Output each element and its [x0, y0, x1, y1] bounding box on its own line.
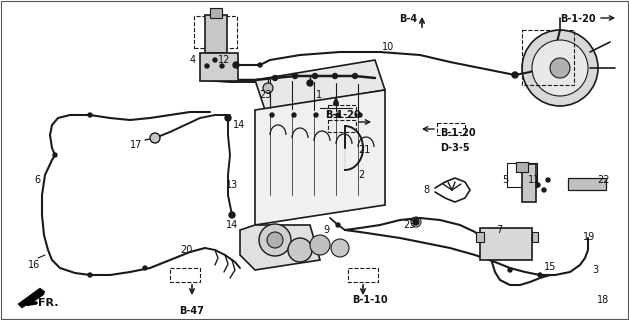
Bar [522, 30, 574, 85]
Text: 9: 9 [324, 225, 330, 235]
Text: 18: 18 [597, 295, 610, 305]
Text: 14: 14 [226, 220, 238, 230]
Text: 4: 4 [190, 55, 196, 65]
Circle shape [546, 178, 550, 182]
Circle shape [522, 30, 598, 106]
Circle shape [258, 63, 262, 67]
Text: 15: 15 [543, 262, 556, 272]
Bar [328, 105, 356, 117]
Circle shape [307, 80, 313, 86]
Text: 3: 3 [592, 265, 598, 275]
Bar [568, 178, 606, 190]
Text: B-47: B-47 [179, 306, 204, 316]
Bar [170, 268, 200, 282]
Circle shape [150, 133, 160, 143]
Text: 10: 10 [382, 42, 394, 52]
Text: 17: 17 [130, 140, 142, 150]
Text: 22: 22 [597, 175, 610, 185]
Circle shape [336, 113, 340, 117]
Text: 21: 21 [358, 145, 370, 155]
Circle shape [352, 74, 357, 78]
Circle shape [53, 153, 57, 157]
Circle shape [336, 223, 340, 227]
Circle shape [88, 113, 92, 117]
Polygon shape [18, 288, 45, 308]
Circle shape [213, 58, 217, 62]
Text: 1: 1 [316, 90, 322, 100]
Text: 2: 2 [358, 170, 364, 180]
Circle shape [292, 74, 298, 78]
Circle shape [536, 183, 540, 187]
Circle shape [313, 74, 318, 78]
Bar [507, 163, 537, 187]
Circle shape [143, 266, 147, 270]
Bar [437, 123, 465, 135]
Bar [210, 8, 222, 18]
Circle shape [229, 212, 235, 218]
Circle shape [205, 64, 209, 68]
Text: 11: 11 [528, 175, 540, 185]
Circle shape [233, 62, 239, 68]
Text: 14: 14 [233, 120, 245, 130]
Circle shape [508, 268, 512, 272]
Polygon shape [240, 225, 320, 270]
Circle shape [263, 83, 273, 93]
Circle shape [550, 58, 570, 78]
Circle shape [413, 219, 419, 225]
Text: B-1-20: B-1-20 [440, 128, 476, 138]
Circle shape [542, 188, 546, 192]
Text: 13: 13 [226, 180, 238, 190]
Text: FR.: FR. [38, 298, 58, 308]
Text: B-1-10: B-1-10 [352, 295, 388, 305]
Circle shape [292, 113, 296, 117]
Text: 6: 6 [34, 175, 40, 185]
Bar [476, 232, 484, 242]
Circle shape [88, 273, 92, 277]
Text: D-3-5: D-3-5 [440, 143, 470, 153]
Text: 20: 20 [181, 245, 193, 255]
Text: 8: 8 [424, 185, 430, 195]
Bar [205, 15, 227, 53]
Text: B-1-20: B-1-20 [325, 110, 360, 120]
Text: 19: 19 [583, 232, 595, 242]
Text: 12: 12 [218, 55, 230, 65]
Bar [516, 162, 528, 172]
Bar [480, 228, 532, 260]
Text: 5: 5 [502, 175, 508, 185]
Circle shape [358, 113, 362, 117]
Bar [200, 53, 238, 81]
Text: 23: 23 [404, 220, 416, 230]
Circle shape [267, 232, 283, 248]
Circle shape [512, 72, 518, 78]
Bar [328, 120, 356, 132]
Polygon shape [255, 60, 385, 110]
Bar [522, 164, 536, 202]
Circle shape [538, 273, 542, 277]
Circle shape [331, 239, 349, 257]
Circle shape [288, 238, 312, 262]
Circle shape [270, 113, 274, 117]
Bar [532, 232, 538, 242]
Circle shape [220, 64, 224, 68]
Circle shape [333, 74, 338, 78]
Bar [348, 268, 378, 282]
Circle shape [225, 115, 231, 121]
Text: 23: 23 [260, 90, 272, 100]
Polygon shape [255, 90, 385, 225]
Circle shape [259, 224, 291, 256]
Circle shape [310, 235, 330, 255]
Circle shape [314, 113, 318, 117]
Text: 16: 16 [28, 260, 40, 270]
Text: B-4: B-4 [399, 14, 417, 24]
Text: B-1-20: B-1-20 [560, 14, 596, 24]
Text: 7: 7 [496, 225, 502, 235]
Circle shape [532, 40, 588, 96]
Circle shape [272, 76, 277, 81]
